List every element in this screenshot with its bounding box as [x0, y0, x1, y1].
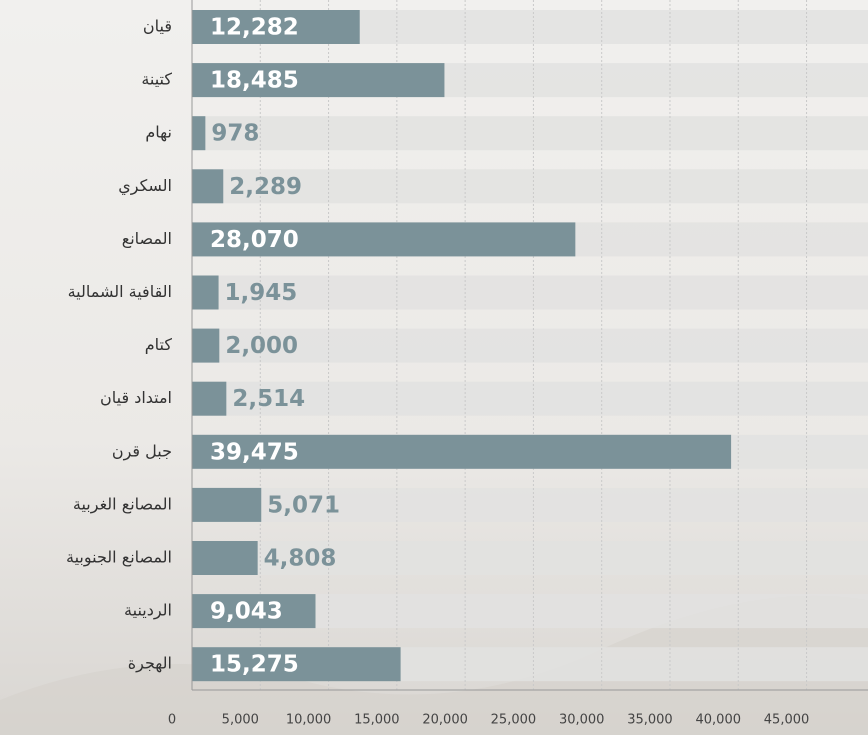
bar — [192, 541, 258, 575]
chart: 12,282 18,485 978 2,289 28,070 1,945 2,000 2,51… — [0, 0, 868, 735]
value-label: 18,485 — [210, 68, 299, 94]
x-tick-label: 25,000 — [491, 713, 537, 728]
bar — [192, 329, 219, 363]
bar — [192, 276, 219, 310]
bar — [192, 169, 223, 203]
y-tick-label: القافية الشمالية — [68, 282, 172, 301]
value-label: 4,808 — [264, 546, 337, 572]
y-tick-label: الردينية — [124, 601, 172, 621]
x-tick-label: 30,000 — [559, 713, 605, 728]
value-label: 9,043 — [210, 599, 283, 625]
y-tick-label: الهجرة — [128, 654, 172, 674]
bar-track — [192, 116, 868, 150]
y-tick-label: كتينة — [141, 70, 172, 89]
y-tick-label: المصانع الغربية — [73, 494, 172, 514]
value-label: 978 — [211, 121, 259, 147]
x-tick-label: 45,000 — [764, 713, 810, 728]
x-tick-label: 20,000 — [422, 713, 468, 728]
x-tick-label: 0 — [168, 713, 176, 728]
y-tick-label: كتام — [145, 335, 173, 354]
x-tick-label: 40,000 — [696, 713, 742, 728]
bar — [192, 382, 226, 416]
value-label: 5,071 — [267, 492, 340, 518]
y-tick-label: امتداد قيان — [100, 388, 172, 407]
y-tick-label: السكري — [118, 176, 172, 196]
y-tick-label: جبل قرن — [112, 441, 172, 461]
value-label: 1,945 — [225, 280, 298, 306]
value-label: 39,475 — [210, 439, 299, 465]
value-label: 2,289 — [229, 174, 302, 200]
y-tick-label: قيان — [143, 17, 172, 36]
value-label: 12,282 — [210, 15, 299, 41]
value-label: 15,275 — [210, 652, 299, 678]
x-tick-label: 5,000 — [222, 713, 259, 728]
value-label: 28,070 — [210, 227, 299, 253]
y-tick-label: المصانع — [122, 229, 172, 249]
bar — [192, 488, 261, 522]
x-tick-label: 10,000 — [286, 713, 332, 728]
x-tick-label: 15,000 — [354, 713, 400, 728]
value-label: 2,000 — [225, 333, 298, 359]
y-tick-label: المصانع الجنوبية — [66, 548, 172, 568]
y-tick-label: نهام — [145, 123, 172, 143]
x-tick-label: 35,000 — [627, 713, 673, 728]
value-label: 2,514 — [232, 386, 305, 412]
bar — [192, 116, 205, 150]
